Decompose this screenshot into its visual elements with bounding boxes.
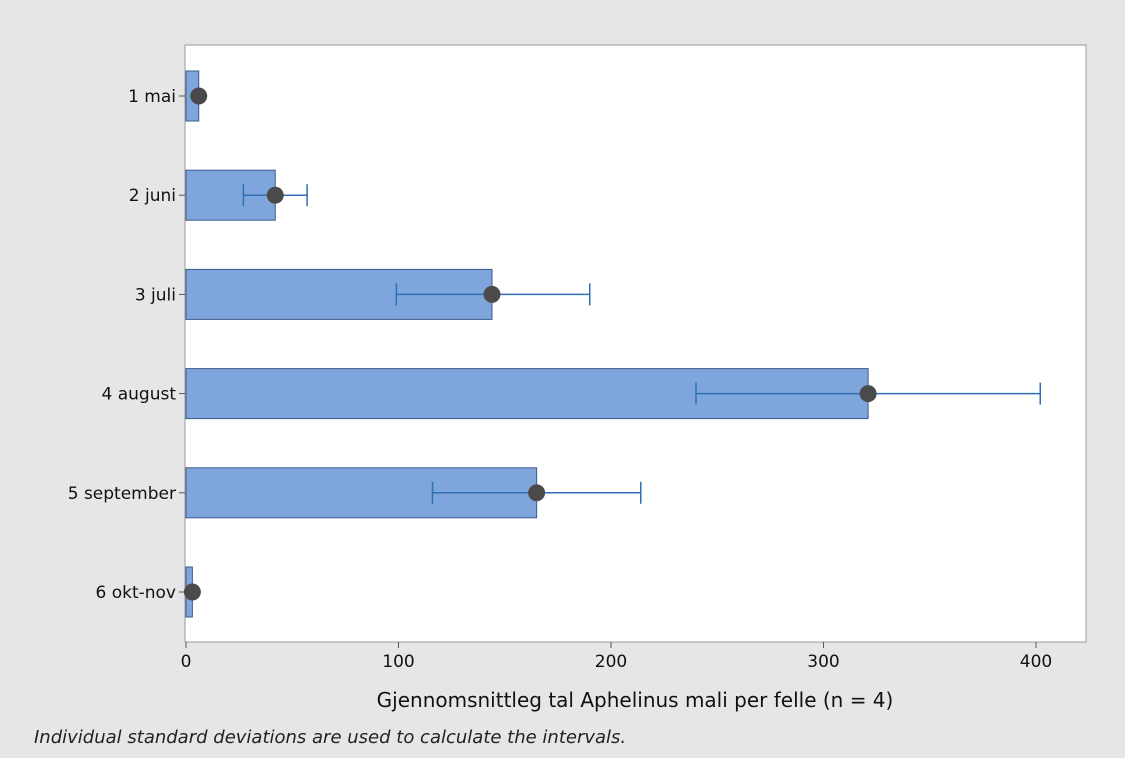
y-tick-label: 6 okt-nov — [95, 583, 176, 603]
chart-footnote: Individual standard deviations are used … — [34, 727, 627, 748]
y-tick-label: 5 september — [68, 484, 176, 504]
x-tick-label: 200 — [595, 652, 627, 672]
mean-marker — [859, 385, 877, 403]
y-tick-label: 4 august — [102, 385, 177, 405]
x-tick-label: 0 — [181, 652, 192, 672]
mean-marker — [483, 285, 501, 303]
x-tick-label: 100 — [382, 652, 414, 672]
plot-area — [184, 44, 1087, 643]
y-tick-label: 2 juni — [129, 186, 176, 206]
x-tick-label: 400 — [1020, 652, 1052, 672]
y-tick-label: 1 mai — [128, 87, 176, 107]
mean-marker — [183, 583, 201, 601]
x-axis-label: Gjennomsnittleg tal Aphelinus mali per f… — [377, 688, 894, 712]
x-tick-label: 300 — [807, 652, 839, 672]
mean-marker — [528, 484, 546, 502]
mean-marker — [190, 87, 208, 105]
mean-marker — [266, 186, 284, 204]
y-tick-label: 3 juli — [135, 285, 176, 305]
